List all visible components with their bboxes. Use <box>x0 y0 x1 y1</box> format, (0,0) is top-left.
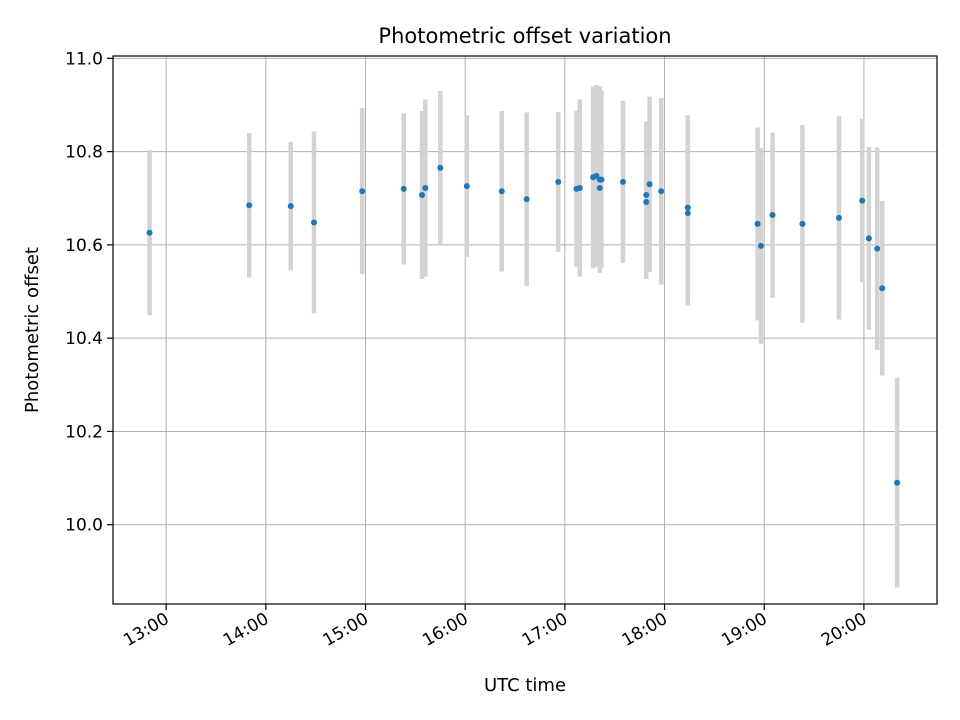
x-tick-label: 17:00 <box>519 609 571 651</box>
data-point <box>859 197 866 204</box>
data-point <box>576 184 583 191</box>
x-tick-label: 13:00 <box>120 609 172 651</box>
y-axis-ticks: 10.0 10.2 10.4 10.6 10.8 11.0 <box>65 49 113 536</box>
data-point <box>620 178 627 185</box>
data-point <box>359 188 366 195</box>
data-point <box>684 210 691 217</box>
data-point <box>400 185 407 192</box>
error-bars <box>147 84 900 588</box>
x-axis-label: UTC time <box>484 675 566 696</box>
data-point <box>835 214 842 221</box>
plot-frame <box>112 55 938 605</box>
y-tick-label: 10.4 <box>65 329 103 349</box>
data-point <box>463 183 470 190</box>
data-point <box>523 196 530 203</box>
x-tick-label: 15:00 <box>320 609 372 651</box>
x-tick-label: 19:00 <box>718 609 770 651</box>
x-tick-label: 18:00 <box>619 609 671 651</box>
y-tick-label: 11.0 <box>65 49 103 69</box>
data-point <box>643 198 650 205</box>
data-point <box>311 219 318 226</box>
data-point <box>498 188 505 195</box>
y-tick-label: 10.8 <box>65 143 103 163</box>
data-point <box>643 191 650 198</box>
data-point <box>879 285 886 292</box>
data-point <box>598 176 605 183</box>
data-point <box>146 229 153 236</box>
data-point <box>287 203 294 210</box>
y-axis-label: Photometric offset <box>22 247 43 413</box>
data-point <box>422 184 429 191</box>
data-point <box>437 164 444 171</box>
data-point <box>757 242 764 249</box>
x-tick-label: 14:00 <box>220 609 272 651</box>
data-point <box>684 204 691 211</box>
data-point <box>658 188 665 195</box>
data-point <box>769 212 776 219</box>
x-axis-ticks: 13:00 14:00 15:00 16:00 17:00 18:00 19:00 20:00 <box>120 604 870 651</box>
chart-title: Photometric offset variation <box>378 24 671 48</box>
y-tick-label: 10.2 <box>65 422 103 442</box>
data-point <box>596 184 603 191</box>
data-point <box>646 181 653 188</box>
data-point <box>894 479 901 486</box>
data-points <box>146 164 901 486</box>
data-point <box>555 178 562 185</box>
data-point <box>754 220 761 227</box>
data-point <box>865 235 872 242</box>
data-point <box>799 220 806 227</box>
x-tick-label: 20:00 <box>818 609 870 651</box>
data-point <box>419 191 425 198</box>
y-tick-label: 10.6 <box>65 236 103 256</box>
y-tick-label: 10.0 <box>65 516 103 536</box>
data-point <box>246 202 253 209</box>
x-tick-label: 16:00 <box>419 609 471 651</box>
data-point <box>874 245 881 252</box>
